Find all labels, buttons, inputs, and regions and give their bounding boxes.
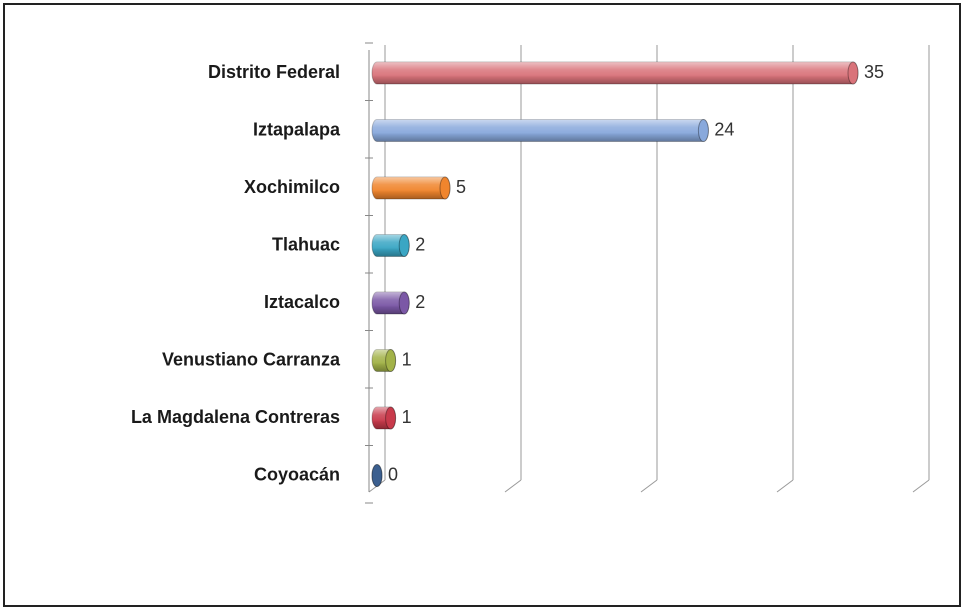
bar-cap (398, 291, 410, 315)
bar-cap (847, 61, 859, 85)
data-label: 1 (402, 407, 412, 427)
bar-cap (697, 119, 709, 142)
category-label: Xochimilco (244, 177, 340, 197)
grid-floor (776, 479, 794, 493)
chart-border (3, 3, 961, 607)
data-label: 35 (864, 62, 884, 82)
data-label: 2 (415, 234, 425, 254)
data-label: 1 (402, 349, 412, 369)
category-label: Venustiano Carranza (162, 349, 341, 369)
category-label: Coyoacán (254, 464, 340, 484)
category-label: La Magdalena Contreras (131, 407, 340, 427)
data-label: 24 (714, 119, 734, 139)
bar-shade (372, 177, 450, 199)
bar-shade (372, 62, 858, 84)
bar-cap (371, 464, 383, 487)
category-label: Distrito Federal (208, 62, 340, 82)
bar-cap (439, 176, 451, 200)
category-label: Iztacalco (264, 292, 340, 312)
bar-shade (372, 119, 709, 142)
bar-cap (385, 349, 397, 372)
bar-cap (385, 406, 397, 430)
data-label: 5 (456, 177, 466, 197)
grid-floor (912, 479, 930, 493)
data-label: 2 (415, 292, 425, 312)
bar-cap (398, 234, 410, 257)
data-label: 0 (388, 464, 398, 484)
grid-floor (640, 479, 658, 493)
category-label: Iztapalapa (253, 119, 341, 139)
grid-floor (504, 479, 522, 493)
category-label: Tlahuac (272, 234, 340, 254)
